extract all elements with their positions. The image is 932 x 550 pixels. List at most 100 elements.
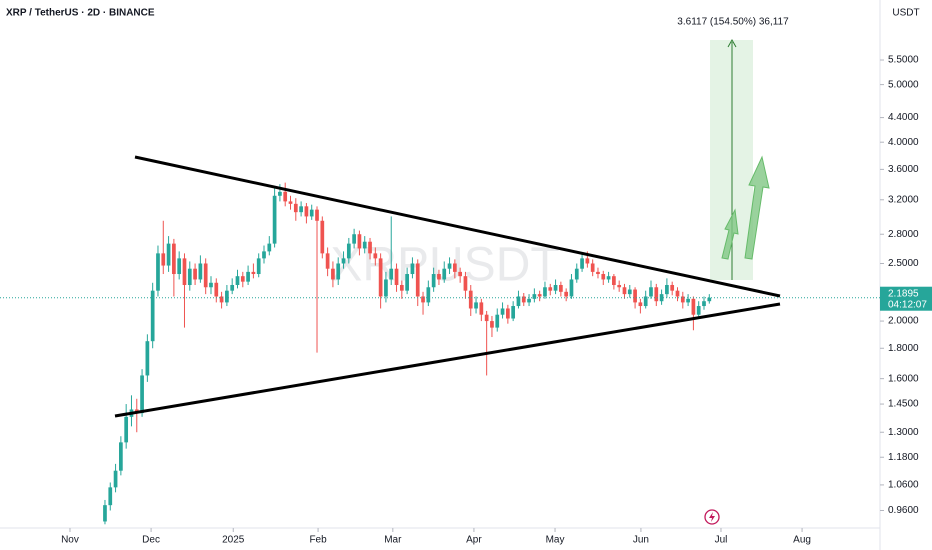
countdown-label: 04:12:07 xyxy=(888,299,927,310)
candle-body xyxy=(177,258,182,275)
candle-body xyxy=(559,285,563,292)
candle-body xyxy=(659,294,664,302)
x-tick-label: Nov xyxy=(61,535,79,546)
y-tick-label: 2.8000 xyxy=(888,229,919,240)
candle-body xyxy=(299,206,303,213)
y-tick-label: 1.0600 xyxy=(888,480,919,491)
candle-body xyxy=(235,276,240,286)
x-tick-label: Mar xyxy=(384,535,402,546)
y-tick-label: 5.0000 xyxy=(888,79,919,90)
candle-body xyxy=(415,263,420,297)
y-tick-label: 0.9600 xyxy=(888,505,919,516)
candle-body xyxy=(500,308,505,315)
candle-body xyxy=(495,314,500,328)
candle-body xyxy=(484,314,489,322)
measure-arrowhead xyxy=(727,38,737,48)
candle-body xyxy=(278,191,282,196)
candle-body xyxy=(696,306,701,315)
candle-body xyxy=(532,294,537,299)
candle-body xyxy=(633,289,637,303)
candle-body xyxy=(288,201,293,204)
last-price-label: 2.1895 xyxy=(888,288,919,299)
candle-body xyxy=(293,203,298,213)
candle-body xyxy=(691,298,696,315)
candle-body xyxy=(156,253,160,291)
candle-body xyxy=(336,263,341,280)
candle-body xyxy=(410,263,415,275)
candle-body xyxy=(606,276,611,280)
candle-body xyxy=(362,241,367,249)
x-tick-label: 2025 xyxy=(222,535,245,546)
candle-body xyxy=(187,268,192,286)
candle-body xyxy=(463,276,468,291)
candle-body xyxy=(617,285,622,288)
candle-body xyxy=(357,234,362,249)
candle-body xyxy=(707,297,712,302)
candle-body xyxy=(251,271,256,275)
candle-body xyxy=(521,296,526,303)
y-tick-label: 1.4500 xyxy=(888,399,919,410)
candle-body xyxy=(643,296,648,307)
x-tick-label: Dec xyxy=(142,535,160,546)
event-icon-bolt xyxy=(709,512,715,522)
lower-trendline xyxy=(114,302,781,418)
candle-body xyxy=(612,276,616,286)
event-icon[interactable] xyxy=(704,509,720,525)
candle-body xyxy=(113,470,118,488)
x-tick-label: Feb xyxy=(309,535,327,546)
candle-body xyxy=(394,268,399,286)
candle-body xyxy=(675,290,680,297)
candle-body xyxy=(437,274,441,280)
candle-body xyxy=(543,287,547,297)
candle-body xyxy=(431,274,436,288)
measure-label: 3.6117 (154.50%) 36,117 xyxy=(677,17,789,28)
candle-body xyxy=(325,253,330,269)
candle-body xyxy=(384,279,388,297)
candle-body xyxy=(145,341,150,376)
candle-body xyxy=(246,271,250,282)
candle-body xyxy=(665,285,669,295)
candle-body xyxy=(511,306,516,319)
candle-body xyxy=(209,282,213,288)
candle-body xyxy=(649,287,653,297)
x-tick-label: Aug xyxy=(793,535,811,546)
candle-body xyxy=(240,276,245,282)
y-tick-label: 1.3000 xyxy=(888,427,919,438)
candle-body xyxy=(225,290,229,303)
candle-body xyxy=(564,291,569,297)
candle-body xyxy=(166,243,171,266)
candle-body xyxy=(527,298,531,303)
candle-body xyxy=(421,296,425,303)
candle-body xyxy=(622,287,627,295)
candle-body xyxy=(373,253,378,259)
candle-body xyxy=(569,279,574,297)
candle-body xyxy=(654,287,659,302)
candle-body xyxy=(182,258,187,286)
x-tick-label: May xyxy=(546,535,565,546)
candle-body xyxy=(474,302,478,309)
candle-body xyxy=(574,268,579,280)
candle-body xyxy=(627,289,632,295)
currency-label: USDT xyxy=(892,8,919,19)
candle-body xyxy=(447,263,452,269)
candle-body xyxy=(399,285,404,291)
y-tick-label: 5.5000 xyxy=(888,55,919,66)
candle-body xyxy=(161,253,166,266)
candle-body xyxy=(479,302,484,315)
candle-body xyxy=(670,285,675,291)
candle-body xyxy=(490,321,494,328)
candle-body xyxy=(331,268,335,280)
candle-body xyxy=(680,296,685,303)
candle-body xyxy=(352,234,356,244)
candle-body xyxy=(150,290,155,342)
candle-body xyxy=(219,296,224,303)
y-tick-label: 1.1800 xyxy=(888,452,919,463)
candle-body xyxy=(315,209,319,221)
x-tick-label: Jun xyxy=(633,535,649,546)
y-tick-label: 3.2000 xyxy=(888,194,919,205)
candle-body xyxy=(283,191,288,202)
candles xyxy=(103,182,712,525)
y-tick-label: 4.4000 xyxy=(888,112,919,123)
candle-body xyxy=(320,220,325,254)
candle-body xyxy=(203,263,208,288)
